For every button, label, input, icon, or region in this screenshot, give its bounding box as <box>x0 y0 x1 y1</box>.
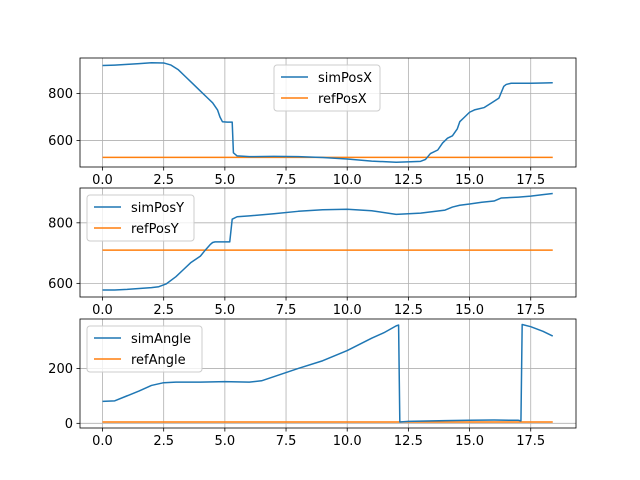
series-line-simPosX <box>102 61 553 164</box>
legend-label-simPosY: simPosY <box>131 201 184 216</box>
series-line-simPosY <box>102 192 553 291</box>
x-tick-label: 7.5 <box>276 434 297 449</box>
subplot-3: 0.0 2.5 5.0 7.5 10.0 12.5 15.0 17.5 0 200 simAngle… <box>48 318 577 449</box>
x-tick-label: 0.0 <box>92 173 113 188</box>
x-tick-label: 15.0 <box>455 303 484 318</box>
y-tick-label: 600 <box>48 134 73 149</box>
x-tick-label: 2.5 <box>153 434 174 449</box>
x-tick-label: 12.5 <box>394 173 423 188</box>
legend: simPosX refPosX <box>273 64 381 112</box>
x-tick-label: 12.5 <box>394 434 423 449</box>
y-tick-label: 800 <box>48 216 73 231</box>
legend-label-refPosX: refPosX <box>318 92 367 107</box>
x-tick-label: 7.5 <box>276 173 297 188</box>
x-tick-label: 15.0 <box>455 434 484 449</box>
x-tick-label: 17.5 <box>516 173 545 188</box>
subplot-1: 0.0 2.5 5.0 7.5 10.0 12.5 15.0 17.5 600 800 simPos… <box>48 57 577 188</box>
y-tick-label: 200 <box>48 362 73 377</box>
x-tick-label: 2.5 <box>153 173 174 188</box>
y-tick-label: 0 <box>65 417 73 432</box>
subplot-2: 0.0 2.5 5.0 7.5 10.0 12.5 15.0 17.5 600 800 simPos… <box>48 187 577 318</box>
axes-frame <box>79 187 577 298</box>
y-tick-label: 800 <box>48 87 73 102</box>
x-tick-label: 5.0 <box>215 303 236 318</box>
x-tick-label: 5.0 <box>215 173 236 188</box>
x-tick-label: 2.5 <box>153 303 174 318</box>
x-tick-label: 10.0 <box>333 173 362 188</box>
y-tick-label: 600 <box>48 277 73 292</box>
x-tick-label: 0.0 <box>92 434 113 449</box>
x-tick-label: 10.0 <box>333 303 362 318</box>
x-tick-label: 15.0 <box>455 173 484 188</box>
axes-frame <box>79 318 577 429</box>
x-tick-label: 5.0 <box>215 434 236 449</box>
x-tick-label: 7.5 <box>276 303 297 318</box>
legend: simAngle refAngle <box>86 325 203 373</box>
legend-label-simPosX: simPosX <box>318 71 372 86</box>
legend-label-simAngle: simAngle <box>131 332 191 347</box>
x-tick-label: 10.0 <box>333 434 362 449</box>
legend-label-refAngle: refAngle <box>131 353 186 368</box>
x-tick-label: 17.5 <box>516 303 545 318</box>
legend-label-refPosY: refPosY <box>131 222 179 237</box>
legend: simPosY refPosY <box>86 194 195 242</box>
x-tick-label: 17.5 <box>516 434 545 449</box>
x-tick-label: 12.5 <box>394 303 423 318</box>
x-tick-label: 0.0 <box>92 303 113 318</box>
series-line-simAngle <box>102 323 554 423</box>
axes-frame <box>79 57 577 168</box>
